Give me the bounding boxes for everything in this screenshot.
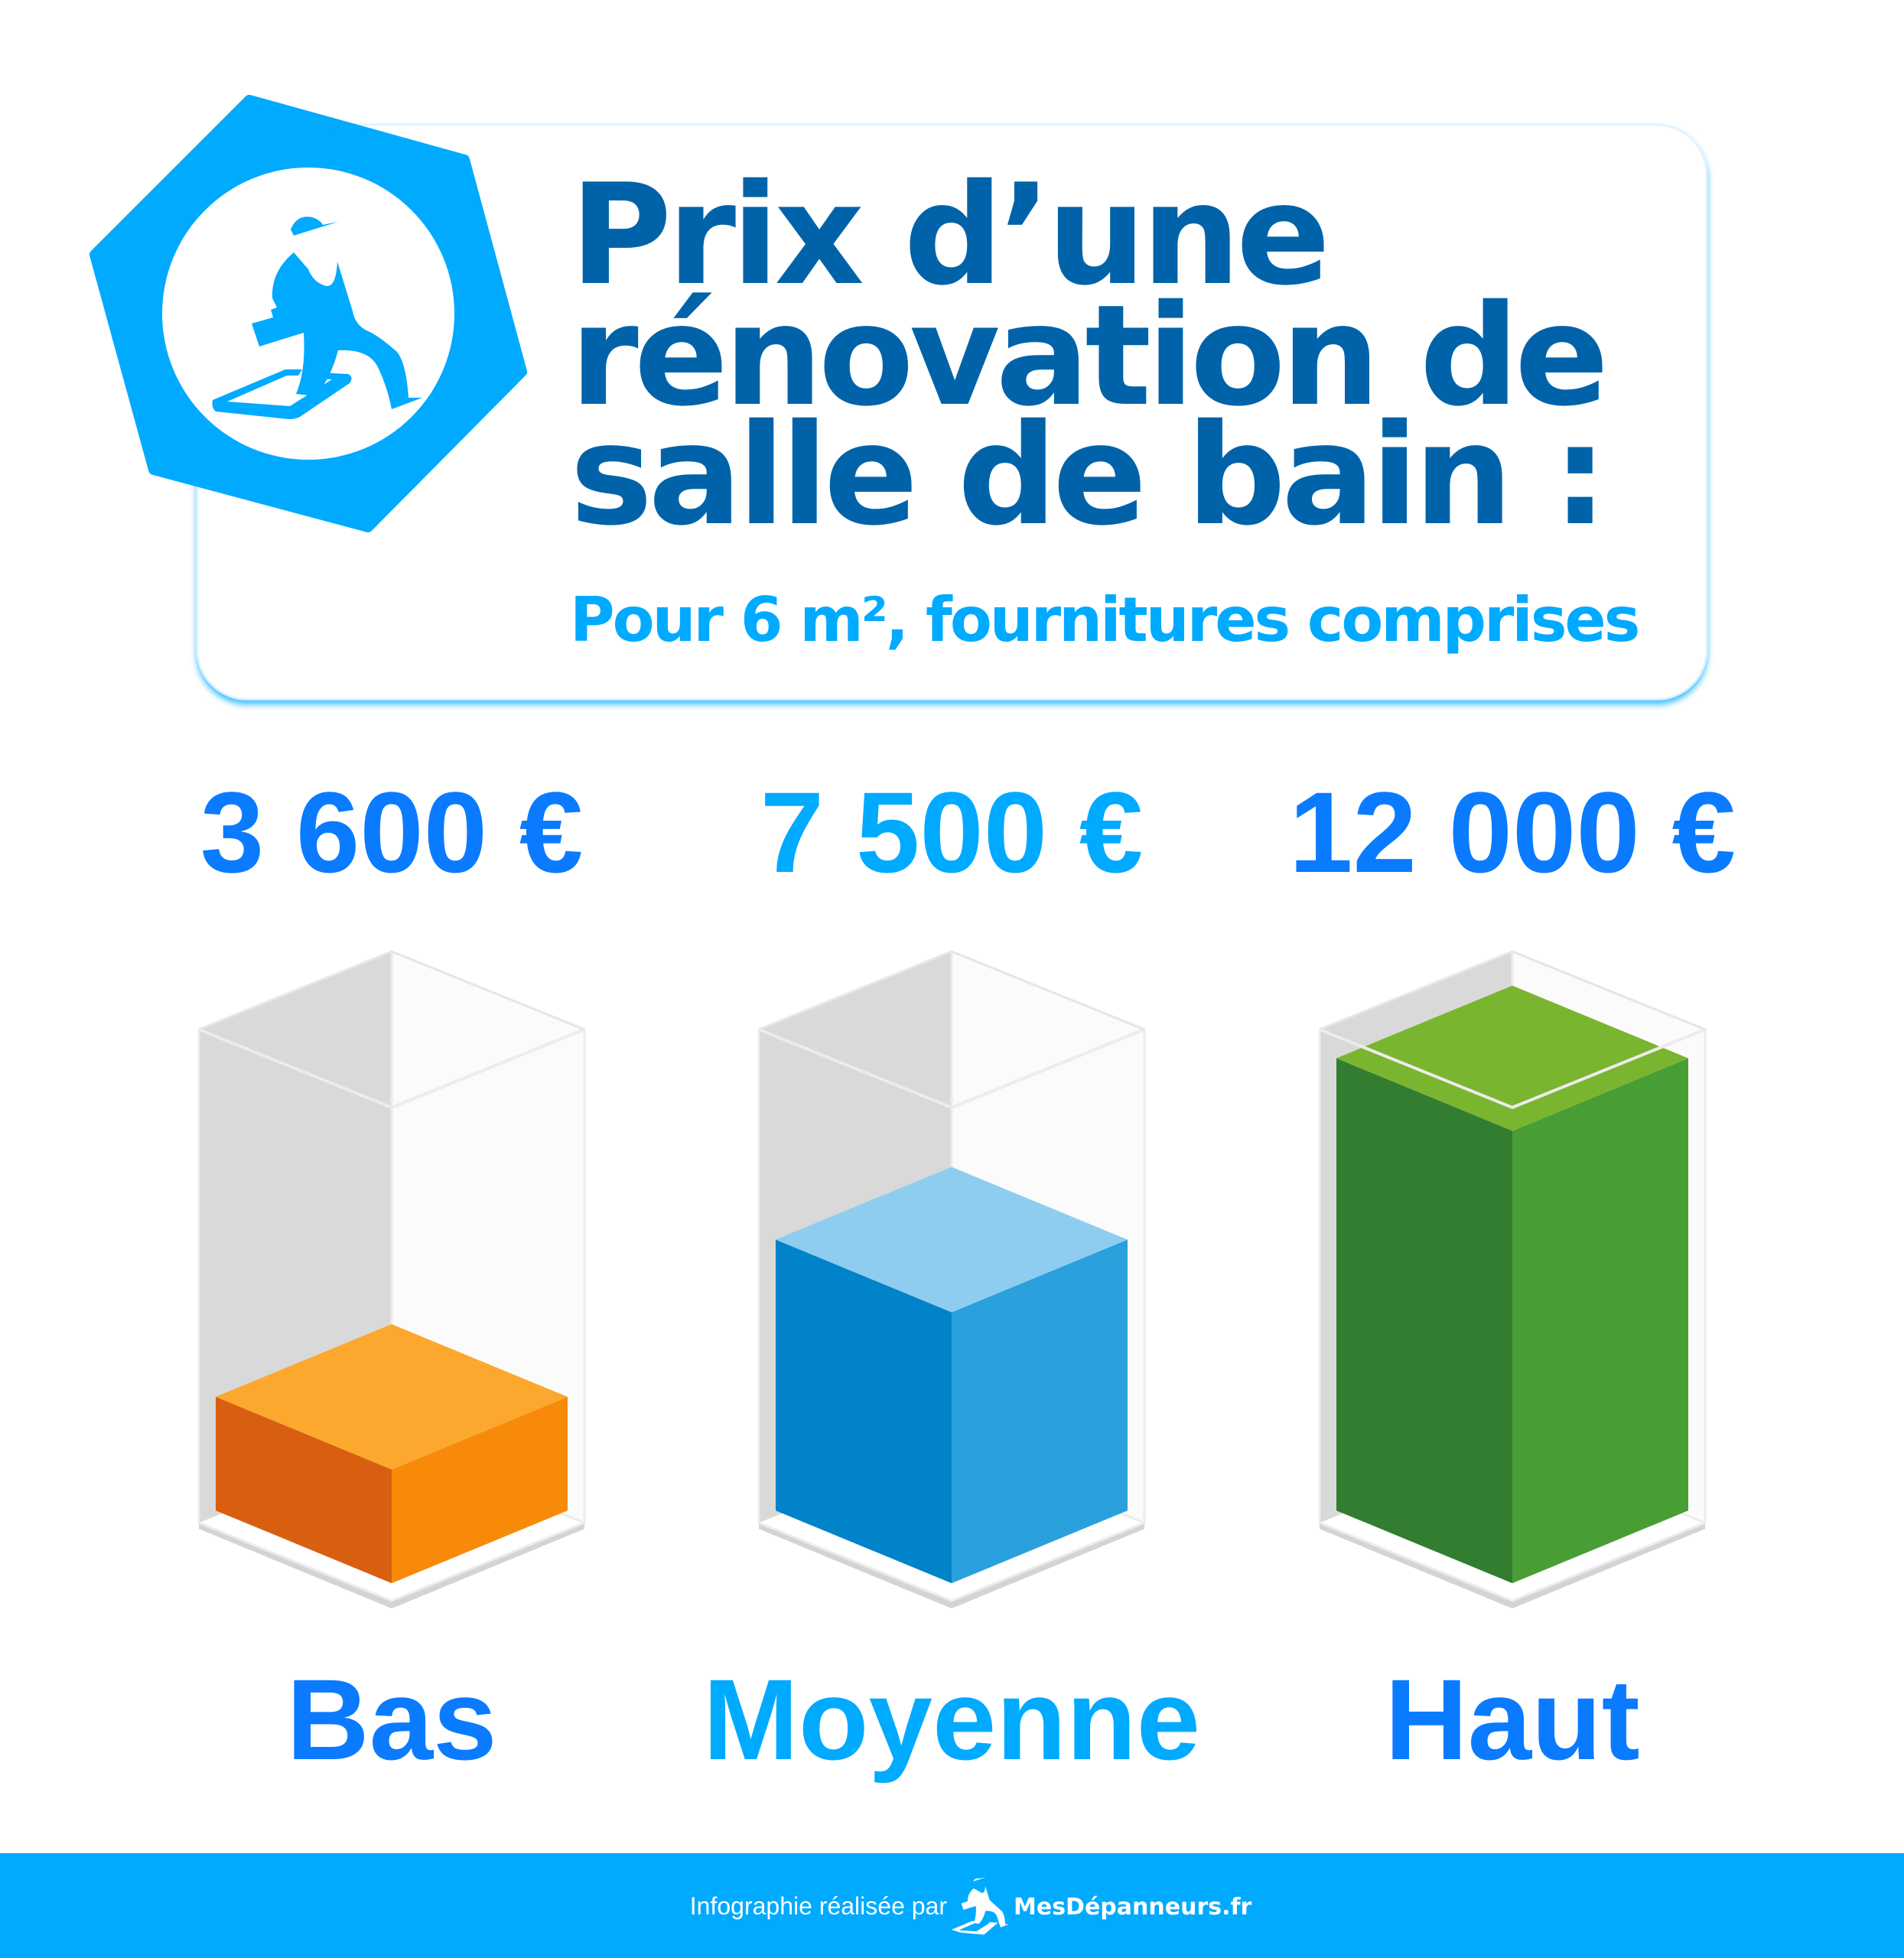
footer-credit: Infographie réalisée par — [690, 1892, 948, 1920]
bar-top-face-moyenne — [776, 1166, 1128, 1312]
page-title-line-3: salle de bain : — [570, 394, 1603, 556]
bar-left-face-bas — [216, 1397, 392, 1583]
bar-left-face-moyenne — [776, 1239, 952, 1583]
category-label-moyenne: Moyenne — [703, 1655, 1200, 1784]
glass-case-back-edge — [198, 950, 585, 1031]
glass-case-top-edge — [758, 1028, 1145, 1110]
page-title-line-1: Prix d’une — [570, 154, 1326, 316]
page-title-line-2: rénovation de — [570, 275, 1604, 437]
category-label-bas: Bas — [286, 1655, 496, 1784]
glass-case-top-edge — [1319, 1028, 1706, 1110]
brand-logo-icon — [951, 1877, 1010, 1935]
glass-case-back-edge — [758, 950, 1145, 1031]
bar-top-face-haut — [1336, 985, 1688, 1131]
bar-right-face-moyenne — [952, 1239, 1128, 1583]
handyman-on-phone-icon — [212, 216, 422, 419]
brand-name: MesDépanneurs.fr — [1014, 1894, 1252, 1921]
bar-chart: 3 600 € Bas 7 500 € Moyenne 12 000 € Haut — [197, 768, 1736, 1784]
footer: Infographie réalisée par MesDépanneurs.f… — [0, 1853, 1904, 1958]
glass-case-front-edge — [1318, 1029, 1707, 1602]
value-label-moyenne: 7 500 € — [760, 768, 1143, 896]
glass-case-front-edge — [197, 1029, 586, 1602]
glass-case-front-edge — [757, 1029, 1146, 1602]
logo-badge — [90, 95, 527, 532]
value-label-bas: 3 600 € — [200, 768, 583, 896]
bar-right-face-haut — [1512, 1058, 1688, 1583]
bar-right-face-bas — [392, 1397, 568, 1583]
bar-top-face-bas — [216, 1324, 568, 1470]
page-subtitle: Pour 6 m², fournitures comprises — [570, 584, 1638, 655]
glass-case-back-edge — [1319, 950, 1706, 1031]
footer-bar — [0, 1853, 1904, 1958]
glass-case-top-edge — [198, 1028, 585, 1110]
category-label-haut: Haut — [1385, 1655, 1639, 1784]
value-label-haut: 12 000 € — [1289, 768, 1736, 896]
bar-left-face-haut — [1336, 1058, 1512, 1583]
